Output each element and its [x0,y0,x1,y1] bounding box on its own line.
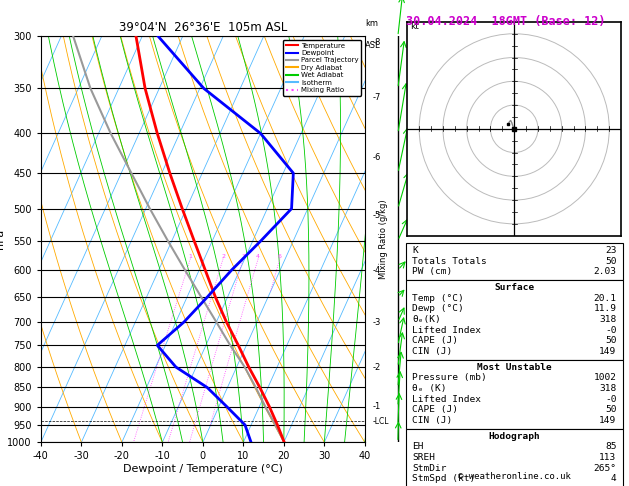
Text: SREH: SREH [412,453,435,462]
Text: CIN (J): CIN (J) [412,416,452,425]
Text: Dewp (°C): Dewp (°C) [412,304,464,313]
Text: 4: 4 [256,254,260,259]
Text: CIN (J): CIN (J) [412,347,452,356]
Legend: Temperature, Dewpoint, Parcel Trajectory, Dry Adiabat, Wet Adiabat, Isotherm, Mi: Temperature, Dewpoint, Parcel Trajectory… [283,40,361,96]
Text: 149: 149 [599,416,616,425]
Text: 149: 149 [599,347,616,356]
Text: PW (cm): PW (cm) [412,267,452,277]
Text: CAPE (J): CAPE (J) [412,405,458,415]
Text: 50: 50 [605,257,616,266]
Text: 113: 113 [599,453,616,462]
Text: 318: 318 [599,384,616,393]
Text: θₑ (K): θₑ (K) [412,384,447,393]
Text: 1: 1 [189,254,192,259]
Text: Lifted Index: Lifted Index [412,395,481,404]
Text: © weatheronline.co.uk: © weatheronline.co.uk [458,472,571,481]
Text: -4: -4 [372,265,381,275]
Text: -3: -3 [372,317,381,327]
Text: 2: 2 [221,254,225,259]
Text: -7: -7 [372,93,381,103]
Text: Hodograph: Hodograph [488,432,540,441]
Text: 20.1: 20.1 [593,294,616,303]
Text: Totals Totals: Totals Totals [412,257,487,266]
Text: Most Unstable: Most Unstable [477,363,552,372]
Text: 6: 6 [278,254,282,259]
Text: -2: -2 [372,363,381,372]
Text: -1: -1 [372,402,381,411]
Text: Mixing Ratio (g/kg): Mixing Ratio (g/kg) [379,200,388,279]
Text: -LCL: -LCL [372,417,389,426]
Text: -6: -6 [372,153,381,162]
Text: CAPE (J): CAPE (J) [412,336,458,346]
Text: 23: 23 [605,246,616,255]
Text: Pressure (mb): Pressure (mb) [412,373,487,382]
Text: 50: 50 [605,405,616,415]
Text: 2.03: 2.03 [593,267,616,277]
Text: Lifted Index: Lifted Index [412,326,481,335]
Text: kt: kt [409,22,418,31]
Text: K: K [412,246,418,255]
Title: 39°04'N  26°36'E  105m ASL: 39°04'N 26°36'E 105m ASL [119,21,287,34]
X-axis label: Dewpoint / Temperature (°C): Dewpoint / Temperature (°C) [123,464,283,474]
Text: EH: EH [412,442,423,451]
Text: 11.9: 11.9 [593,304,616,313]
Text: 1002: 1002 [593,373,616,382]
Text: θₑ(K): θₑ(K) [412,315,441,324]
Text: 4: 4 [611,474,616,484]
Text: -8: -8 [372,37,381,47]
Text: km: km [365,19,378,28]
Text: 50: 50 [605,336,616,346]
Text: 3: 3 [242,254,245,259]
Text: ASL: ASL [365,40,381,50]
Text: 318: 318 [599,315,616,324]
Text: -5: -5 [372,211,381,220]
Text: StmDir: StmDir [412,464,447,473]
Text: Surface: Surface [494,283,534,292]
Text: 265°: 265° [593,464,616,473]
Text: -0: -0 [605,395,616,404]
Text: Temp (°C): Temp (°C) [412,294,464,303]
Text: 85: 85 [605,442,616,451]
Text: 30.04.2024  18GMT (Base: 12): 30.04.2024 18GMT (Base: 12) [406,15,605,28]
Text: StmSpd (kt): StmSpd (kt) [412,474,476,484]
Text: -0: -0 [605,326,616,335]
Y-axis label: hPa: hPa [0,229,4,249]
